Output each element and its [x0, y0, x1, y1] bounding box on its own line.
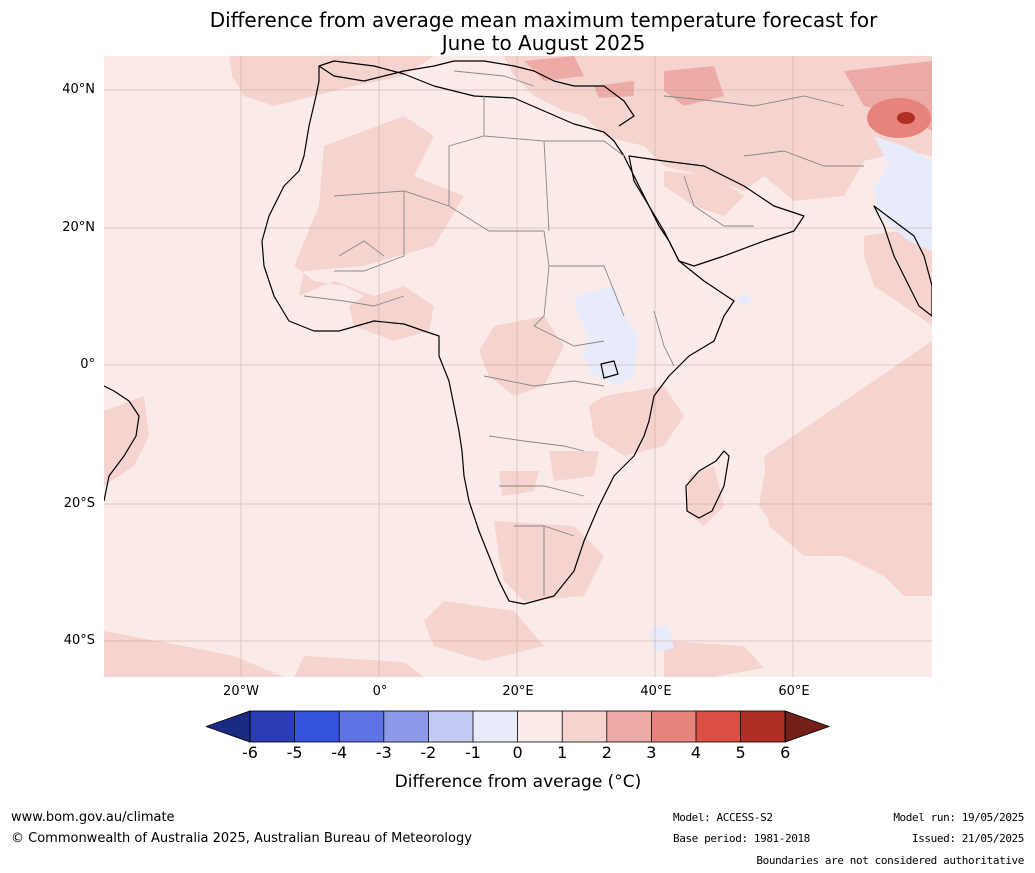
colorbar-segment — [562, 711, 608, 742]
website-link[interactable]: www.bom.gov.au/climate — [11, 810, 175, 825]
colorbar-segment — [383, 711, 429, 742]
lat-label-equator: 0° — [80, 357, 95, 372]
coastlines — [104, 60, 932, 605]
madagascar-coastline — [685, 450, 730, 519]
lon-label-40e: 40°E — [640, 684, 672, 699]
chart-title: Difference from average mean maximum tem… — [0, 9, 1035, 55]
colorbar-tick-label: -3 — [375, 743, 392, 762]
colorbar-segment — [606, 711, 652, 742]
arabia-coastline — [628, 155, 805, 267]
cool-anomaly-regions — [574, 136, 932, 652]
title-line-1: Difference from average mean maximum tem… — [209, 8, 878, 32]
colorbar-tick-label: 3 — [646, 743, 657, 762]
colorbar-tick-label: -5 — [286, 743, 303, 762]
colorbar-tick-label: 1 — [557, 743, 568, 762]
colorbar-tick-label: -1 — [465, 743, 481, 762]
europe-coastline — [318, 60, 635, 127]
colorbar-segment — [740, 711, 786, 742]
lon-label-20e: 20°E — [502, 684, 534, 699]
country-boundaries — [303, 70, 864, 596]
lake-victoria-coastline — [600, 360, 619, 379]
colorbar — [204, 710, 831, 743]
map-svg — [104, 56, 932, 677]
colorbar-extend-low — [204, 710, 251, 743]
hot-anomaly-core — [897, 112, 915, 124]
colorbar-segment — [473, 711, 518, 742]
colorbar-tick-label: -2 — [420, 743, 437, 762]
colorbar-segment — [428, 711, 474, 742]
colorbar-tick-label: 4 — [690, 743, 702, 762]
lat-label-40s: 40°S — [63, 633, 95, 648]
india-coastline — [873, 205, 932, 317]
colorbar-segment — [517, 711, 563, 742]
issued-text: Issued: 21/05/2025 — [911, 832, 1024, 845]
colorbar-svg — [204, 710, 831, 743]
lon-label-60e: 60°E — [778, 684, 810, 699]
colorbar-tick-label: 6 — [780, 743, 791, 762]
colorbar-segment — [339, 711, 385, 742]
colorbar-extend-high — [784, 710, 831, 743]
title-line-2: June to August 2025 — [441, 31, 646, 55]
south-america-coastline — [104, 385, 140, 502]
model-run-text: Model run: 19/05/2025 — [893, 811, 1024, 824]
colorbar-tick-label: 2 — [601, 743, 612, 762]
colorbar-segment — [294, 711, 340, 742]
colorbar-segment — [651, 711, 697, 742]
disclaimer-text: Boundaries are not considered authoritat… — [756, 854, 1024, 867]
colorbar-tick-label: 5 — [735, 743, 746, 762]
copyright-text: © Commonwealth of Australia 2025, Austra… — [11, 831, 472, 846]
colorbar-segment — [250, 711, 295, 742]
model-text: Model: ACCESS-S2 — [673, 811, 773, 824]
africa-coastline — [261, 60, 735, 605]
colorbar-label: Difference from average (°C) — [394, 772, 642, 792]
colorbar-tick-label: 0 — [512, 743, 523, 762]
colorbar-frame — [249, 710, 786, 743]
lon-label-20w: 20°W — [223, 684, 259, 699]
lat-label-20s: 20°S — [63, 496, 95, 511]
forecast-map — [104, 56, 932, 677]
base-period-text: Base period: 1981-2018 — [673, 832, 810, 845]
colorbar-tick-label: -4 — [331, 743, 348, 762]
colorbar-segment — [696, 711, 741, 742]
lon-label-0: 0° — [372, 684, 388, 699]
colorbar-tick-label: -6 — [242, 743, 258, 762]
lat-label-20n: 20°N — [62, 220, 95, 235]
lat-label-40n: 40°N — [62, 82, 95, 97]
map-graticule — [104, 56, 932, 677]
